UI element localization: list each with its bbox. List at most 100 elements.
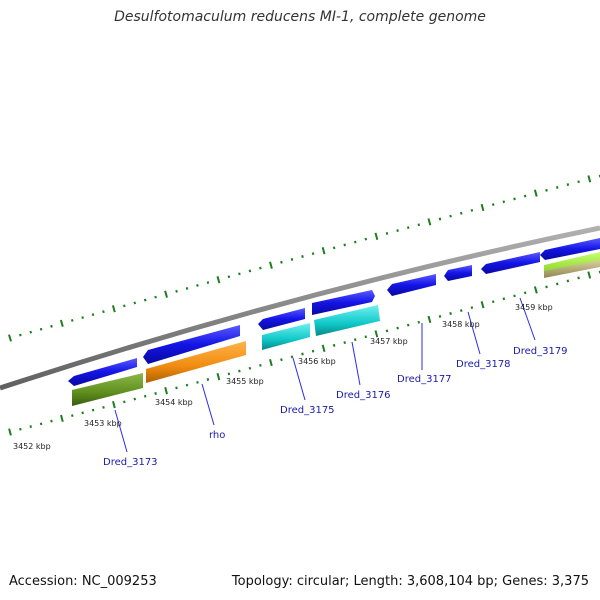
inner-scale-minor-tick [185,383,189,387]
inner-scale-minor-tick [301,352,304,356]
inner-scale-minor-tick [248,366,252,370]
inner-scale-minor-tick [555,282,559,286]
cog-rho[interactable] [146,341,246,383]
inner-scale-minor-tick [19,427,22,431]
outer-scale-minor-tick [353,240,357,244]
inner-scale-minor-tick [81,411,84,415]
inner-scale-minor-tick [459,309,463,312]
outer-scale-minor-tick [280,260,283,264]
outer-scale-major-tick [587,175,592,183]
inner-scale-minor-tick [311,349,315,353]
inner-scale-minor-tick [143,394,147,398]
gene-label-dred-3173[interactable]: Dred_3173 [103,457,158,468]
cog-track [72,252,600,406]
gene-label-dred-3176[interactable]: Dred_3176 [336,390,391,401]
gene-label-dred-3175[interactable]: Dred_3175 [280,405,335,416]
outer-scale-major-tick [321,247,326,255]
cds-dred-3179[interactable] [481,252,540,274]
outer-scale-minor-tick [470,208,474,212]
outer-scale-minor-tick [39,327,43,331]
outer-scale-minor-tick [196,284,199,287]
cog-dred-3173[interactable] [72,373,143,406]
cog-dred-3176[interactable] [314,305,380,336]
inner-scale-minor-tick [438,315,442,318]
outer-scale-minor-tick [19,333,22,337]
inner-scale-minor-tick [280,358,283,362]
cog-dred-3175[interactable] [262,323,310,350]
outer-scale-minor-tick [406,226,410,230]
outer-scale-major-tick [480,203,485,212]
map-title: Desulfotomaculum reducens MI-1, complete… [114,9,486,25]
outer-scale-minor-tick [154,295,157,299]
outer-scale-ticks [8,174,600,342]
inner-scale-minor-tick [343,341,346,344]
outer-scale-major-tick [427,218,432,226]
inner-scale-major-tick [60,414,64,422]
inner-scale-minor-tick [417,320,421,324]
inner-scale-minor-tick [175,386,178,390]
inner-scale-minor-tick [196,380,199,384]
cds-next[interactable] [540,238,600,260]
scale-label-3453: 3453 kbp [84,419,122,428]
inner-scale-minor-tick [133,397,137,401]
outer-scale-minor-tick [206,281,210,284]
genome-stats-label: Topology: circular; Length: 3,608,104 bp… [231,574,589,589]
outer-scale-major-tick [59,319,64,327]
inner-scale-minor-tick [29,425,32,428]
outer-scale-minor-tick [449,214,452,218]
scale-label-3457: 3457 kbp [370,337,408,346]
outer-scale-minor-tick [545,188,548,192]
outer-scale-minor-tick [502,200,506,204]
outer-scale-minor-tick [70,319,74,322]
gene-label-dred-3178[interactable]: Dred_3178 [456,359,511,370]
outer-scale-major-tick [269,261,273,269]
outer-scale-minor-tick [438,217,442,221]
inner-scale-minor-tick [577,276,580,280]
cds-rho[interactable] [143,325,240,364]
cds-dred-3175[interactable] [258,308,305,330]
inner-scale-minor-tick [71,414,74,418]
cds-dred-3177[interactable] [387,274,436,296]
inner-scale-minor-tick [385,329,389,333]
inner-scale-major-tick [216,373,221,381]
inner-scale-major-tick [269,358,273,367]
cog-next-b[interactable] [544,260,600,278]
inner-scale-minor-tick [290,355,294,359]
outer-scale-minor-tick [396,229,399,232]
gene-label-rho[interactable]: rho [209,430,225,441]
scale-label-3458: 3458 kbp [442,320,480,329]
gene-label-dred-3177[interactable]: Dred_3177 [397,374,452,385]
outer-scale-minor-tick [311,252,315,256]
inner-scale-minor-tick [259,363,262,367]
cds-dred-3176[interactable] [312,290,375,315]
inner-scale-major-tick [533,286,538,294]
inner-scale-minor-tick [502,297,506,301]
outer-scale-minor-tick [290,257,294,261]
accession-label: Accession: NC_009253 [9,574,157,589]
inner-scale-minor-tick [406,323,410,327]
gene-label-dred-3179[interactable]: Dred_3179 [513,346,568,357]
outer-scale-minor-tick [143,298,147,302]
cds-dred-3173[interactable] [68,358,137,386]
cds-dred-3178[interactable] [444,265,472,281]
inner-scale-major-tick [587,271,592,279]
outer-scale-minor-tick [50,324,53,328]
outer-scale-minor-tick [123,304,126,308]
inner-scale-major-tick [427,315,432,323]
outer-scale-minor-tick [417,223,421,227]
inner-scale-major-tick [374,330,379,338]
outer-scale-minor-tick [91,313,95,317]
inner-scale-minor-tick [545,285,548,289]
label-leaders [114,297,536,453]
inner-scale-minor-tick [154,392,157,395]
outer-scale-minor-tick [238,272,241,276]
outer-scale-minor-tick [332,246,336,250]
inner-scale-minor-tick [102,405,105,409]
inner-scale-minor-tick [364,335,368,339]
outer-scale-minor-tick [364,237,368,241]
outer-scale-minor-tick [81,316,84,319]
inner-scale-minor-tick [332,343,336,347]
scale-label-3455: 3455 kbp [226,377,264,386]
outer-scale-minor-tick [248,269,252,273]
